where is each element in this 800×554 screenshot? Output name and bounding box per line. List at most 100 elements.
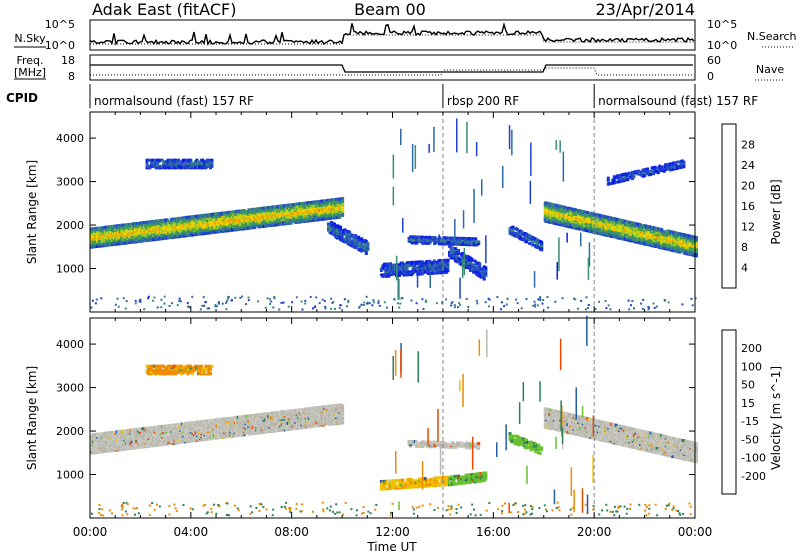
scatter-cell	[505, 303, 508, 306]
scatter-cell	[441, 302, 444, 304]
colorbar-tick-label: 8	[741, 241, 748, 254]
scatter-cell	[160, 158, 164, 162]
scatter-cell	[676, 160, 680, 164]
scatter-cell	[398, 263, 401, 267]
scatter-cell	[631, 177, 634, 181]
scatter-cell	[210, 161, 214, 165]
scatter-cell	[615, 180, 619, 184]
scatter-cell	[253, 221, 257, 225]
scatter-streak	[461, 258, 464, 278]
scatter-cell	[273, 297, 276, 300]
scatter-streak	[459, 277, 461, 299]
station-title: Adak East (fitACF)	[92, 0, 236, 19]
scatter-cell	[338, 197, 341, 201]
scatter-cell	[473, 259, 477, 263]
scatter-cell	[664, 242, 668, 246]
scatter-cell	[143, 308, 146, 311]
scatter-cell	[241, 215, 245, 219]
scatter-cell	[653, 165, 657, 169]
scatter-cell	[358, 306, 361, 309]
scatter-cell	[313, 215, 317, 219]
scatter-cell	[647, 308, 650, 311]
scatter-cell	[606, 176, 610, 180]
scatter-cell	[652, 238, 656, 242]
scatter-cell	[330, 307, 333, 310]
scatter-cell	[646, 229, 650, 233]
scatter-cell	[360, 237, 364, 241]
scatter-cell	[616, 219, 620, 223]
scatter-cell	[399, 266, 403, 270]
scatter-cell	[487, 297, 490, 300]
scatter-cell	[347, 299, 350, 302]
scatter-streak	[466, 121, 468, 154]
scatter-cell	[177, 158, 181, 162]
nsky-label: N.Sky	[14, 32, 46, 45]
noise-left-tick-bottom: 10^0	[45, 39, 75, 52]
scatter-cell	[640, 226, 644, 230]
scatter-cell	[628, 231, 632, 235]
scatter-cell	[398, 272, 401, 276]
scatter-cell	[667, 301, 670, 304]
scatter-cell	[323, 300, 326, 303]
scatter-cell	[96, 237, 99, 241]
scatter-cell	[124, 241, 128, 245]
scatter-cell	[201, 158, 205, 162]
scatter-cell	[688, 234, 692, 238]
scatter-cell	[331, 302, 334, 304]
scatter-cell	[106, 242, 110, 246]
scatter-cell	[225, 308, 228, 311]
scatter-cell	[122, 297, 125, 300]
scatter-cell	[482, 268, 486, 272]
scatter-cell	[580, 209, 583, 213]
scatter-cell	[396, 302, 399, 305]
scatter-cell	[117, 305, 120, 308]
scatter-cell	[178, 299, 181, 302]
colorbar-tick-label: 28	[741, 139, 755, 152]
scatter-cell	[225, 301, 228, 304]
scatter-cell	[432, 259, 436, 263]
scatter-cell	[348, 230, 352, 234]
scatter-cell	[445, 239, 449, 243]
scatter-cell	[646, 170, 650, 174]
scatter-cell	[130, 433, 134, 437]
scatter-cell	[616, 225, 620, 229]
scatter-cell	[349, 239, 353, 243]
scatter-cell	[454, 306, 456, 309]
scatter-cell	[451, 236, 455, 240]
scatter-cell	[198, 161, 202, 165]
scatter-streak	[429, 272, 431, 289]
scatter-cell	[422, 308, 425, 310]
scatter-cell	[151, 158, 155, 162]
scatter-cell	[468, 237, 472, 241]
scatter-cell	[372, 301, 375, 304]
scatter-cell	[664, 163, 668, 167]
scatter-streak	[555, 140, 557, 150]
beam-label: Beam 00	[354, 0, 426, 19]
scatter-cell	[106, 439, 110, 442]
scatter-cell	[594, 308, 597, 310]
scatter-cell	[229, 215, 233, 219]
scatter-cell	[118, 443, 122, 447]
scatter-cell	[461, 251, 465, 255]
scatter-cell	[167, 219, 171, 223]
scatter-cell	[465, 297, 468, 300]
scatter-cell	[168, 158, 172, 162]
scatter-cell	[194, 233, 198, 237]
scatter-cell	[106, 234, 110, 238]
scatter-cell	[434, 267, 438, 270]
scatter-cell	[547, 306, 550, 309]
scatter-cell	[539, 297, 542, 300]
scatter-cell	[230, 299, 233, 302]
scatter-cell	[366, 242, 370, 246]
scatter-cell	[301, 201, 305, 205]
scatter-cell	[130, 233, 134, 237]
scatter-cell	[265, 206, 269, 210]
scatter-cell	[217, 216, 220, 220]
scatter-cell	[321, 298, 324, 301]
scatter-cell	[337, 225, 341, 229]
scatter-streak	[438, 234, 440, 244]
velocity-scatter	[90, 315, 698, 518]
scatter-cell	[269, 303, 272, 305]
scatter-cell	[377, 299, 380, 302]
